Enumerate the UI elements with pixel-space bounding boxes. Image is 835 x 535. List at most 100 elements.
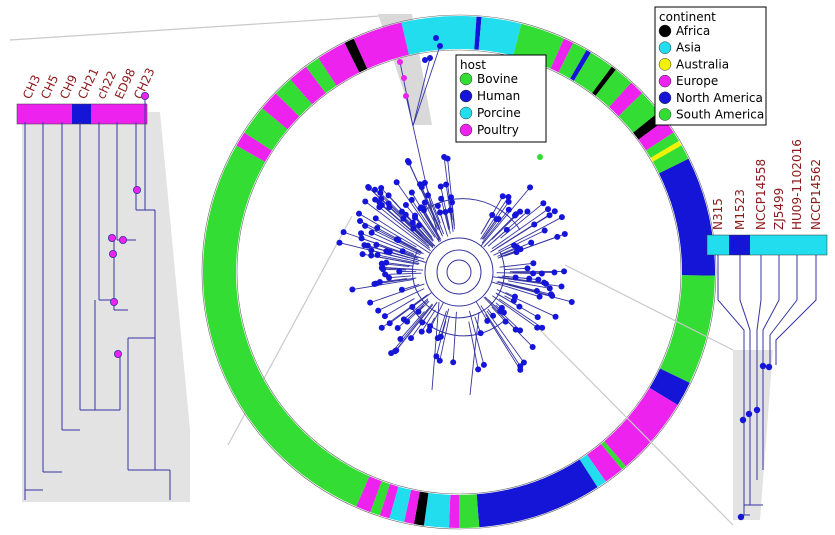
tree-tip <box>558 214 565 221</box>
ring-sector <box>318 42 360 86</box>
tree-branch <box>498 216 563 252</box>
tree-tip <box>490 312 497 319</box>
ring-sector <box>389 486 412 523</box>
tree-branch <box>505 283 553 297</box>
ring-sector <box>370 481 391 516</box>
left-tip-bar-cell <box>17 104 36 124</box>
tree-branch <box>381 267 423 271</box>
right-tip-label: M1523 <box>733 189 747 230</box>
tree-tip <box>400 316 407 323</box>
right-tip-label: NCCP14562 <box>809 159 823 230</box>
right-tip-label: ZJ5499 <box>772 188 786 230</box>
tree-tip <box>546 212 553 219</box>
tree-tip <box>380 266 387 273</box>
tree-tip <box>356 217 363 224</box>
tree-tip <box>416 222 423 229</box>
tree-branch <box>439 316 450 361</box>
tree-branch <box>379 206 431 249</box>
tree-branch <box>508 280 550 289</box>
ring-sector <box>618 93 659 133</box>
tree-tip <box>513 249 520 256</box>
ring-sector <box>512 23 565 69</box>
left-node <box>119 235 128 244</box>
tree-tip <box>433 353 440 360</box>
tree-branch <box>386 262 414 267</box>
tree-branch <box>427 195 445 235</box>
tree-branch <box>437 310 447 339</box>
tree-branch <box>496 289 556 318</box>
tree-branch <box>405 204 431 236</box>
tree-tip <box>533 288 540 295</box>
tree-tip <box>398 208 405 215</box>
tree-branch <box>406 305 425 322</box>
tree-tip <box>420 205 427 212</box>
tree-tip <box>378 195 385 202</box>
ring-sector <box>306 58 337 94</box>
tree-branch <box>371 232 421 256</box>
tree-tip <box>447 207 454 214</box>
tree-tip <box>539 324 546 331</box>
tree-tip <box>409 219 416 226</box>
tree-tip <box>530 260 537 267</box>
continent-swatch-icon <box>658 41 672 54</box>
tree-tip <box>362 222 369 229</box>
tree-tip <box>340 229 347 236</box>
tree-branch <box>469 311 480 396</box>
tree-tip <box>355 210 362 217</box>
right-tip-label: N315 <box>711 198 725 230</box>
left-node <box>114 349 123 358</box>
tree-tip <box>374 224 381 231</box>
tree-tip <box>475 366 482 373</box>
tree-tip <box>371 186 378 193</box>
tree-tip <box>399 248 406 255</box>
ring-sector <box>603 387 678 467</box>
tree-tip <box>437 183 444 190</box>
continent-legend-title: continent <box>659 10 716 24</box>
tree-branch <box>431 301 440 391</box>
tree-tip <box>358 235 365 242</box>
tree-inset-clade <box>397 35 443 127</box>
tree-branch <box>481 214 493 233</box>
left-tip-bar-cell <box>91 104 110 124</box>
tree-tip <box>528 239 535 246</box>
ring-sector <box>650 141 682 162</box>
ring-sector <box>478 16 522 56</box>
tree-tip <box>505 198 512 205</box>
left-node <box>108 233 117 242</box>
ring-sector <box>404 489 420 525</box>
tree-tip <box>393 347 400 354</box>
tree-tip <box>421 199 428 206</box>
tree-branch <box>411 199 440 243</box>
tree-tip <box>548 291 555 298</box>
tree-branch <box>440 308 450 337</box>
tree-tip <box>500 309 507 316</box>
tree-branch <box>482 218 499 240</box>
tree-tip <box>524 208 531 215</box>
continent-legend-label: Australia <box>676 57 729 71</box>
left-node <box>110 297 119 306</box>
tree-branch <box>468 310 485 365</box>
continent-swatch-icon <box>658 24 672 38</box>
left-tip-bar-cell <box>35 104 54 124</box>
tree-branch <box>424 202 439 231</box>
tree-tip <box>545 206 552 213</box>
tree-tip <box>378 185 385 192</box>
right-subtree <box>717 255 817 516</box>
ring-sector <box>413 491 429 526</box>
tree-tip <box>554 233 561 240</box>
left-bar-outline <box>16 103 148 125</box>
tree-branch <box>492 295 538 328</box>
continent-swatch-icon <box>658 74 672 88</box>
tree-tip <box>386 320 393 327</box>
tree-tip <box>386 274 393 281</box>
tree-tip <box>495 216 502 223</box>
tree-tip <box>534 314 541 321</box>
right-tip-bar-cell <box>750 235 772 255</box>
ring-sector <box>458 494 480 528</box>
tree-tip <box>336 239 343 246</box>
ring-sector <box>275 79 313 117</box>
tree-tip <box>396 268 403 275</box>
continent-swatch-icon <box>658 91 672 105</box>
tree-branch <box>384 298 415 317</box>
